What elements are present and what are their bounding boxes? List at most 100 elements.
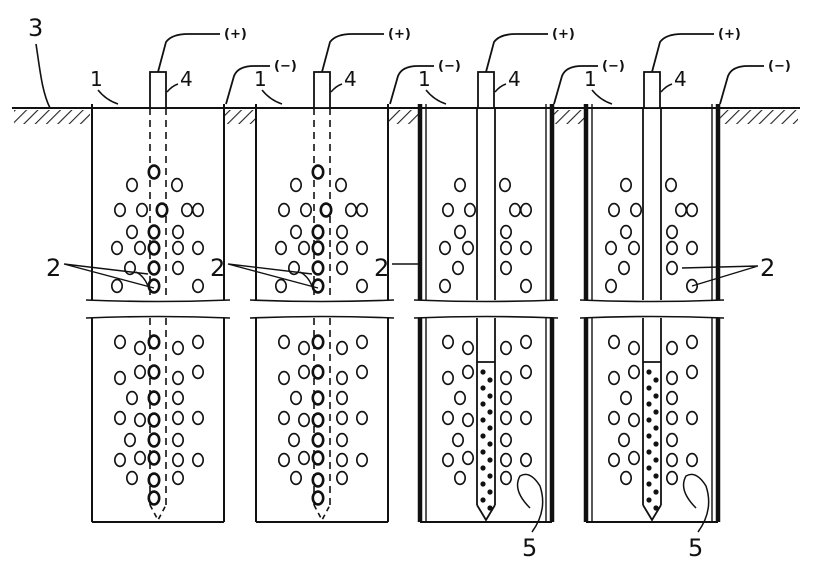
particle bbox=[311, 390, 325, 406]
particle bbox=[438, 240, 451, 256]
soil-hatch-1 bbox=[14, 110, 90, 124]
electrode-label: 4 bbox=[330, 67, 357, 93]
particle bbox=[617, 260, 630, 276]
particle bbox=[355, 410, 368, 426]
particle bbox=[499, 224, 512, 240]
particle bbox=[297, 340, 310, 356]
particle bbox=[665, 390, 678, 406]
particle bbox=[685, 334, 698, 350]
particle bbox=[311, 260, 325, 276]
particle bbox=[114, 370, 127, 386]
zone-dot bbox=[646, 401, 652, 407]
zone-dot bbox=[653, 425, 659, 431]
zone-dot bbox=[653, 409, 659, 415]
zone-dot bbox=[653, 457, 659, 463]
zone-dot bbox=[653, 473, 659, 479]
particles bbox=[604, 177, 698, 486]
particle bbox=[499, 370, 512, 386]
particle bbox=[685, 240, 698, 256]
zone-dot bbox=[480, 465, 486, 471]
zone-dot bbox=[480, 433, 486, 439]
cell-wall bbox=[583, 104, 721, 523]
particle bbox=[355, 364, 368, 380]
particle bbox=[519, 240, 532, 256]
zone-dot bbox=[646, 449, 652, 455]
particle bbox=[147, 490, 161, 506]
anode-label: (+) bbox=[224, 27, 247, 42]
particle bbox=[126, 470, 139, 486]
particle bbox=[499, 390, 512, 406]
particle bbox=[277, 410, 290, 426]
label-4: 4 bbox=[508, 67, 521, 91]
particle bbox=[192, 452, 205, 468]
particle bbox=[277, 370, 290, 386]
particle bbox=[192, 364, 205, 380]
particle bbox=[335, 452, 348, 468]
particle bbox=[147, 364, 161, 380]
particle bbox=[147, 260, 161, 276]
particles bbox=[438, 177, 532, 486]
wall-label: 1 bbox=[254, 67, 283, 105]
particle bbox=[499, 452, 512, 468]
particle bbox=[607, 370, 620, 386]
zone-dot bbox=[646, 369, 652, 375]
zone-dot bbox=[653, 505, 659, 511]
particle bbox=[665, 452, 678, 468]
particle bbox=[289, 470, 302, 486]
particle bbox=[664, 177, 677, 193]
particle bbox=[297, 240, 310, 256]
particle bbox=[136, 202, 149, 218]
anode-wire: (+) bbox=[651, 27, 741, 73]
particle bbox=[619, 390, 632, 406]
cathode-label: (−) bbox=[602, 59, 625, 74]
label-3: 3 bbox=[28, 14, 43, 42]
particle bbox=[126, 177, 139, 193]
cell-a: (+) (−) 1 4 2 bbox=[46, 27, 297, 523]
particle bbox=[441, 452, 454, 468]
particle bbox=[335, 410, 348, 426]
anode-wire: (+) bbox=[485, 27, 575, 73]
particle bbox=[335, 240, 348, 256]
cathode-label: (−) bbox=[438, 59, 461, 74]
particles-label: 2 bbox=[210, 254, 319, 289]
zone-dot bbox=[487, 409, 493, 415]
particle bbox=[126, 224, 139, 240]
particle bbox=[665, 370, 678, 386]
particle bbox=[665, 340, 678, 356]
electrode-label: 4 bbox=[166, 67, 193, 93]
soil-hatch-2 bbox=[224, 110, 256, 124]
particle bbox=[499, 240, 512, 256]
particle bbox=[147, 278, 161, 294]
particle bbox=[617, 432, 630, 448]
break-line bbox=[413, 299, 559, 319]
cathode-wire: (−) bbox=[553, 59, 625, 105]
particle bbox=[627, 364, 640, 380]
particle bbox=[451, 260, 464, 276]
electrode-label: 4 bbox=[494, 67, 521, 93]
label-5: 5 bbox=[688, 534, 703, 562]
particle bbox=[114, 334, 127, 350]
particle bbox=[124, 432, 137, 448]
electrode-rod bbox=[476, 71, 496, 522]
particle bbox=[519, 202, 532, 218]
treated-zone bbox=[643, 361, 661, 511]
particle bbox=[335, 370, 348, 386]
particle bbox=[499, 340, 512, 356]
particles-label: 2 bbox=[681, 254, 775, 287]
particles-label: 2 bbox=[374, 254, 418, 282]
particle bbox=[604, 278, 617, 294]
particle bbox=[297, 364, 310, 380]
anode-wire: (+) bbox=[321, 27, 411, 73]
particle bbox=[334, 177, 347, 193]
particle bbox=[311, 240, 325, 256]
particles bbox=[111, 164, 205, 506]
particle bbox=[311, 450, 325, 466]
cathode-label: (−) bbox=[768, 59, 791, 74]
particle bbox=[277, 334, 290, 350]
particle bbox=[277, 202, 290, 218]
zone-dot bbox=[480, 369, 486, 375]
treated-zone bbox=[477, 361, 495, 511]
particle bbox=[172, 224, 185, 240]
particle bbox=[451, 432, 464, 448]
zone-dot bbox=[487, 489, 493, 495]
